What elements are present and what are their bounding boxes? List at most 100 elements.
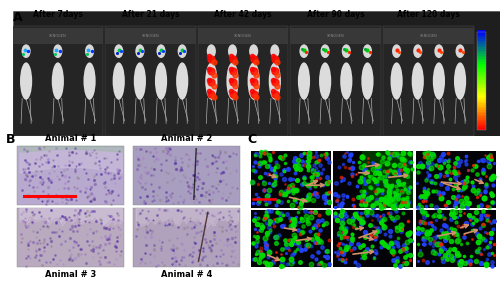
Text: Animal # 3: Animal # 3 [45,270,96,279]
Text: CD29+Tuj1+DAPI: CD29+Tuj1+DAPI [262,140,320,146]
FancyBboxPatch shape [17,146,124,205]
Ellipse shape [300,44,308,58]
FancyBboxPatch shape [477,45,486,47]
FancyBboxPatch shape [105,27,196,44]
Ellipse shape [340,62,352,100]
Text: CD29+Olig2+DAPI: CD29+Olig2+DAPI [343,140,404,146]
Ellipse shape [298,62,310,100]
Text: After 120 days: After 120 days [397,10,460,19]
Text: XENOGEN: XENOGEN [327,34,344,38]
FancyBboxPatch shape [477,103,486,105]
FancyBboxPatch shape [477,93,486,95]
FancyBboxPatch shape [477,119,486,121]
Ellipse shape [85,44,94,58]
Text: A: A [12,11,22,24]
Ellipse shape [362,62,374,100]
Ellipse shape [206,62,218,100]
Text: CD29+GFAP+DAPI: CD29+GFAP+DAPI [426,140,487,146]
Ellipse shape [136,44,144,58]
Ellipse shape [319,62,331,100]
FancyBboxPatch shape [477,96,486,98]
FancyBboxPatch shape [477,118,486,120]
FancyBboxPatch shape [477,91,486,93]
Ellipse shape [226,62,238,100]
FancyBboxPatch shape [477,90,486,92]
Ellipse shape [320,44,330,58]
Text: After 90 days: After 90 days [307,10,364,19]
Ellipse shape [114,44,124,58]
FancyBboxPatch shape [12,26,103,136]
FancyBboxPatch shape [477,57,486,59]
FancyBboxPatch shape [477,100,486,102]
Ellipse shape [270,44,280,58]
FancyBboxPatch shape [477,47,486,49]
Ellipse shape [456,44,464,58]
Ellipse shape [20,62,32,100]
FancyBboxPatch shape [477,65,486,67]
FancyBboxPatch shape [477,123,486,125]
FancyBboxPatch shape [477,110,486,112]
FancyBboxPatch shape [477,50,486,52]
FancyBboxPatch shape [477,55,486,57]
FancyBboxPatch shape [477,42,486,44]
Ellipse shape [454,62,466,100]
Text: C: C [248,133,256,146]
FancyBboxPatch shape [477,114,486,116]
Ellipse shape [363,44,372,58]
Ellipse shape [156,44,166,58]
FancyBboxPatch shape [290,26,381,136]
Ellipse shape [434,44,444,58]
Ellipse shape [52,62,64,100]
Ellipse shape [228,44,237,58]
FancyBboxPatch shape [477,75,486,77]
FancyBboxPatch shape [477,111,486,113]
FancyBboxPatch shape [477,78,486,80]
FancyBboxPatch shape [477,128,486,130]
FancyBboxPatch shape [477,116,486,118]
Ellipse shape [342,44,351,58]
FancyBboxPatch shape [477,60,486,62]
Text: B: B [6,133,15,146]
Text: After 7days: After 7days [33,10,83,19]
FancyBboxPatch shape [416,151,496,208]
FancyBboxPatch shape [477,63,486,65]
Text: CD81+Tuj1+DAPI: CD81+Tuj1+DAPI [262,271,320,277]
FancyBboxPatch shape [477,37,486,39]
Text: XENOGEN: XENOGEN [420,34,437,38]
FancyBboxPatch shape [477,108,486,110]
FancyBboxPatch shape [198,27,288,44]
Ellipse shape [207,44,216,58]
FancyBboxPatch shape [477,88,486,90]
FancyBboxPatch shape [477,59,486,61]
FancyBboxPatch shape [362,151,413,208]
FancyBboxPatch shape [477,95,486,97]
FancyBboxPatch shape [134,146,240,205]
FancyBboxPatch shape [477,113,486,115]
Text: Animal # 2: Animal # 2 [161,134,212,143]
FancyBboxPatch shape [477,124,486,126]
Ellipse shape [134,62,146,100]
FancyBboxPatch shape [334,151,413,208]
FancyBboxPatch shape [477,87,486,89]
FancyBboxPatch shape [477,67,486,69]
Text: After 42 days: After 42 days [214,10,272,19]
Text: XENOGEN: XENOGEN [142,34,160,38]
Text: Animal # 1: Animal # 1 [45,134,96,143]
Ellipse shape [413,44,422,58]
FancyBboxPatch shape [477,62,486,64]
FancyBboxPatch shape [251,210,330,267]
FancyBboxPatch shape [477,31,486,33]
FancyBboxPatch shape [477,34,486,36]
Ellipse shape [54,44,62,58]
Text: CD81+Olig2+DAPI: CD81+Olig2+DAPI [343,271,404,277]
FancyBboxPatch shape [251,151,330,208]
FancyBboxPatch shape [477,49,486,51]
FancyBboxPatch shape [477,105,486,107]
Ellipse shape [176,62,188,100]
FancyBboxPatch shape [477,126,486,128]
Ellipse shape [155,62,167,100]
FancyBboxPatch shape [477,40,486,42]
Text: After 21 days: After 21 days [122,10,180,19]
FancyBboxPatch shape [477,44,486,46]
FancyBboxPatch shape [477,73,486,75]
